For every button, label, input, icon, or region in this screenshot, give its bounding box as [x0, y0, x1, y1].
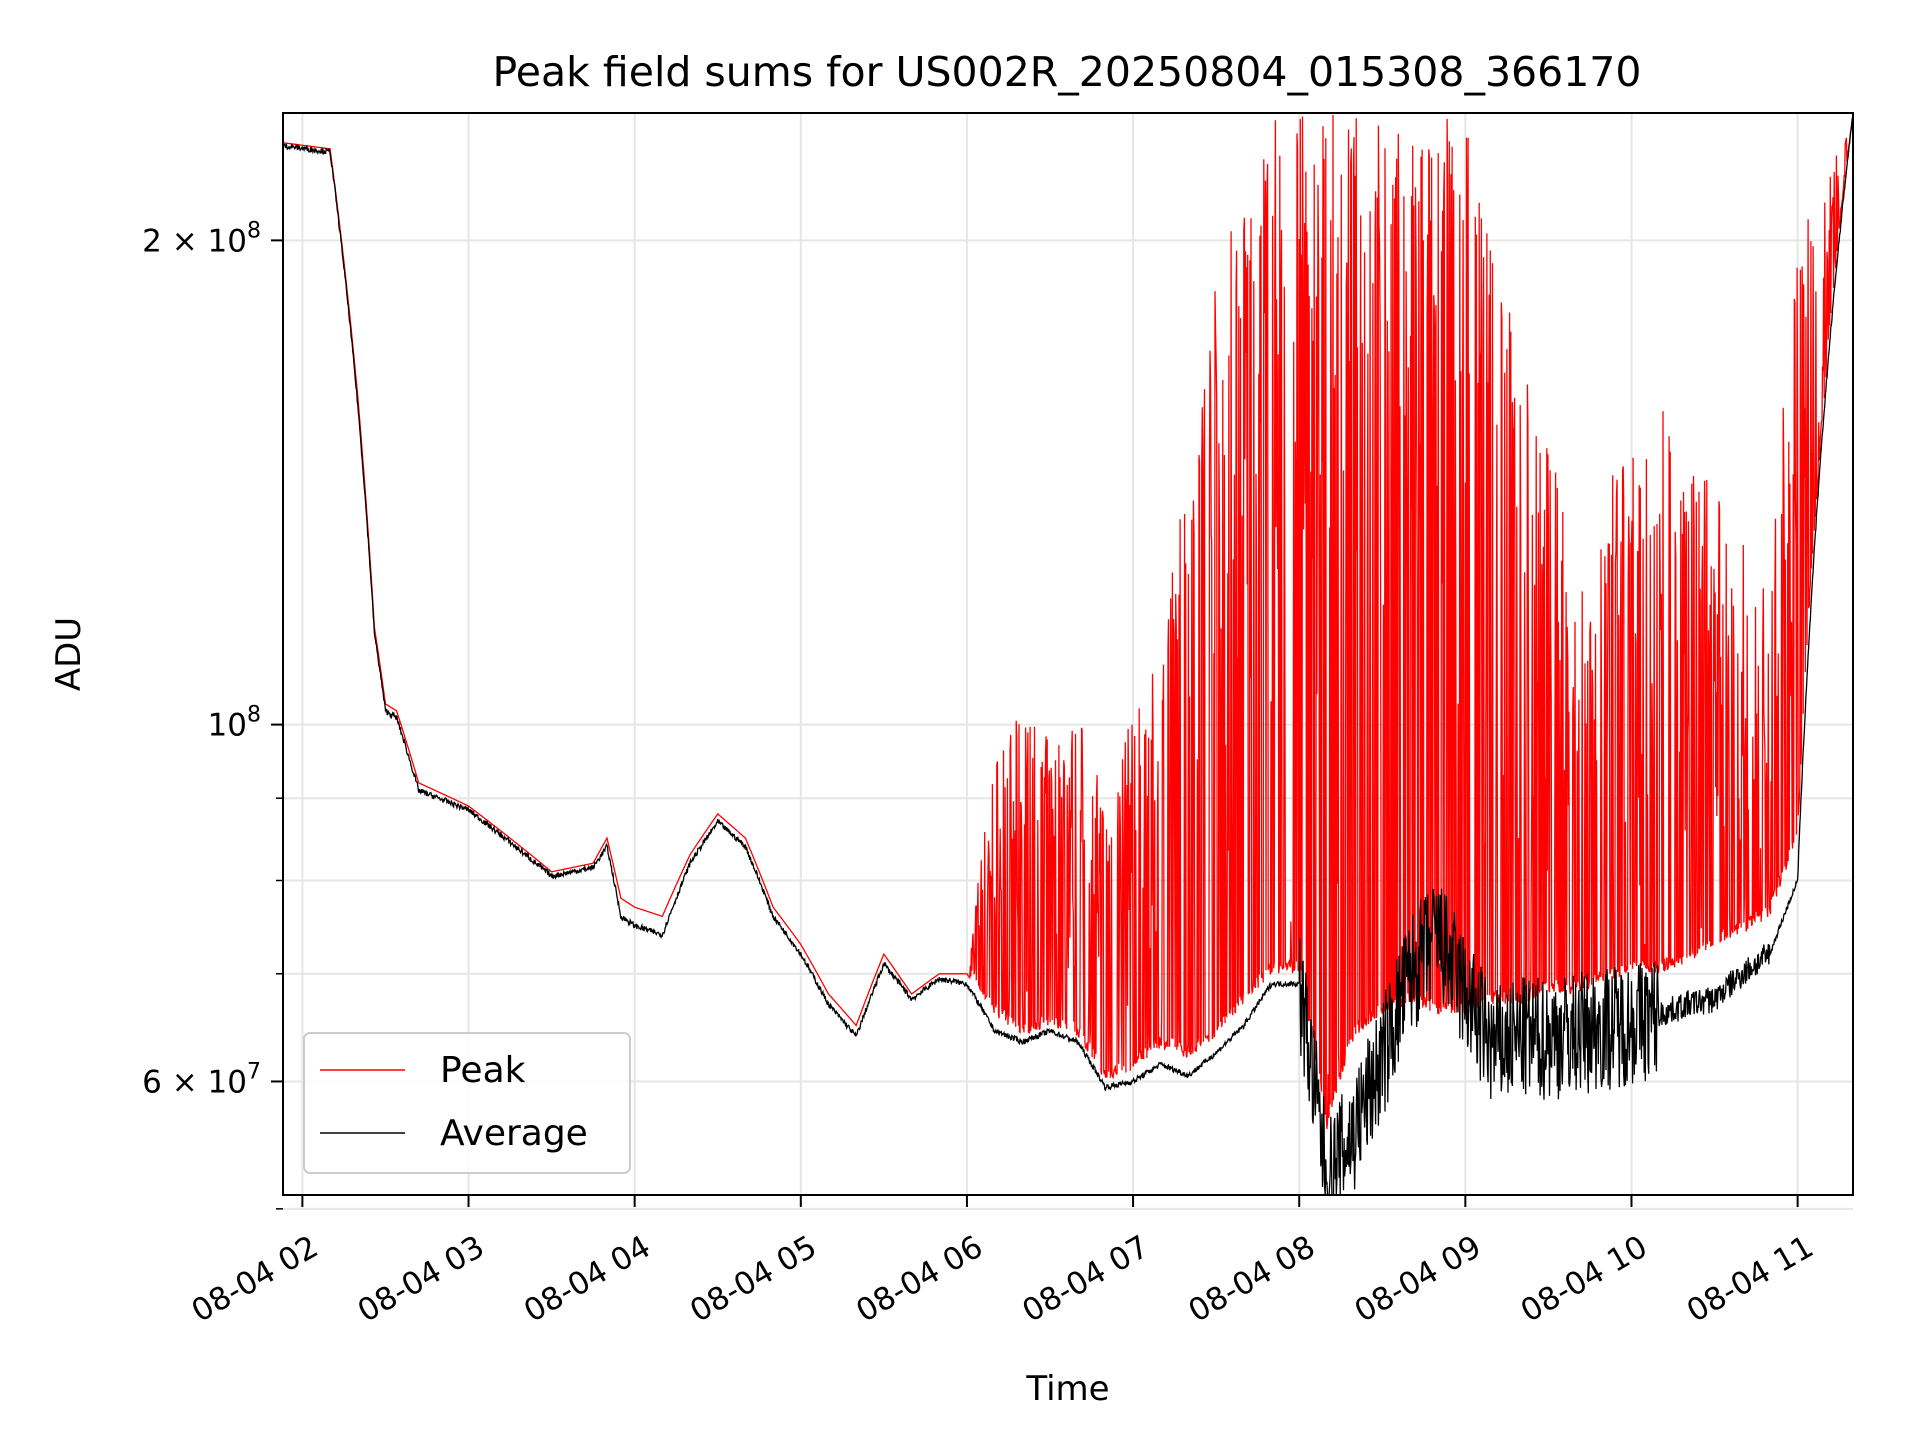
- y-tick-label: 2 × 108: [142, 218, 261, 259]
- x-axis-label: Time: [1025, 1369, 1109, 1409]
- legend-box: [303, 1032, 631, 1174]
- series-average-line: [283, 117, 1853, 1195]
- legend-label-peak: Peak: [440, 1050, 526, 1091]
- y-tick-label: 108: [208, 703, 261, 744]
- series-peak-line: [283, 114, 1853, 1129]
- plot-frame: [282, 112, 1854, 1196]
- y-tick-label: 6 × 107: [142, 1059, 261, 1100]
- y-axis-label: ADU: [49, 617, 89, 691]
- legend: Peak Average: [303, 1032, 631, 1174]
- chart-title: Peak field sums for US002R_20250804_0153…: [493, 48, 1642, 96]
- series-layer: [283, 114, 1853, 1195]
- legend-label-average: Average: [440, 1113, 588, 1154]
